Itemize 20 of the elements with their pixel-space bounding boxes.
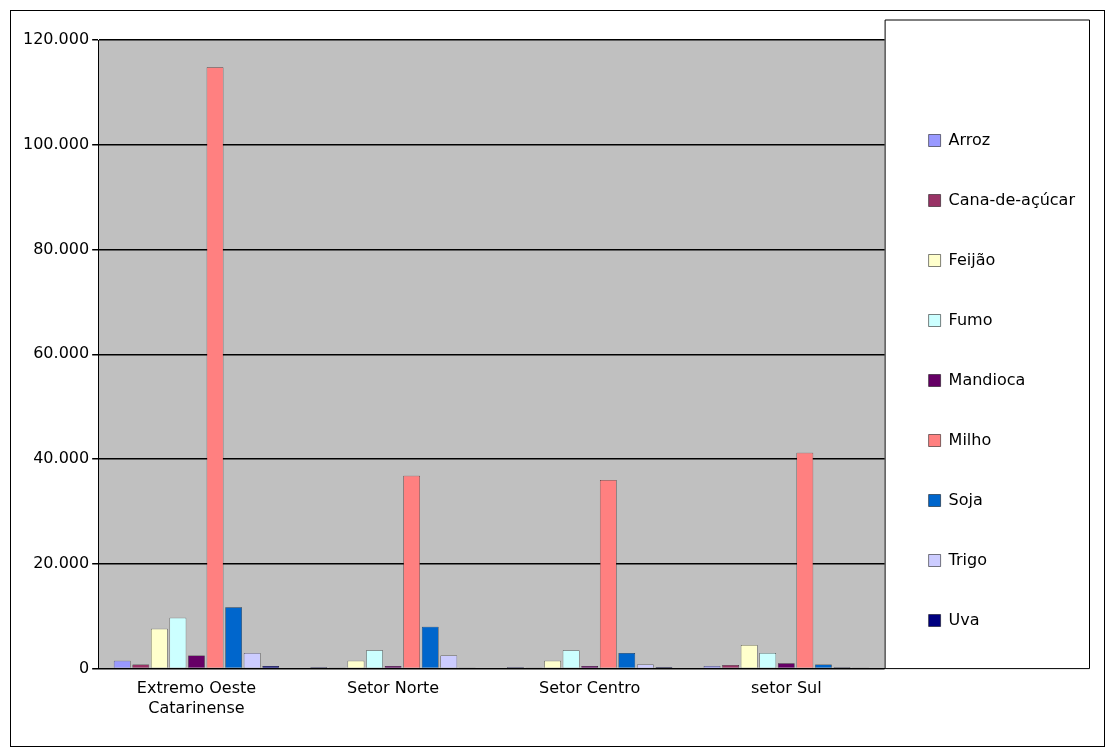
legend-label: Uva (948, 609, 980, 629)
legend-label: Cana-de-açúcar (948, 189, 1076, 209)
legend-label: Feijão (948, 249, 996, 269)
y-tick-label: 60.000 (33, 343, 90, 363)
y-tick-label: 40.000 (33, 448, 90, 468)
x-tick-label: Setor Centro (539, 678, 641, 698)
legend-label: Trigo (947, 549, 987, 569)
x-tick-label: Setor Norte (346, 678, 440, 698)
y-tick-label: 80.000 (33, 238, 90, 258)
y-tick-label: 100.000 (22, 133, 90, 153)
x-tick-label: Extremo Oeste Catarinense (136, 678, 257, 717)
y-tick-label: 20.000 (33, 552, 90, 572)
legend-label: Soja (948, 489, 983, 509)
legend-label: Milho (948, 429, 992, 449)
y-tick-label: 0 (78, 657, 90, 677)
x-tick-label: setor Sul (750, 678, 822, 698)
legend-label: Mandioca (948, 369, 1026, 389)
y-tick-label: 120.000 (22, 29, 90, 49)
legend-label: Fumo (948, 309, 993, 329)
legend-label: Arroz (948, 129, 991, 149)
